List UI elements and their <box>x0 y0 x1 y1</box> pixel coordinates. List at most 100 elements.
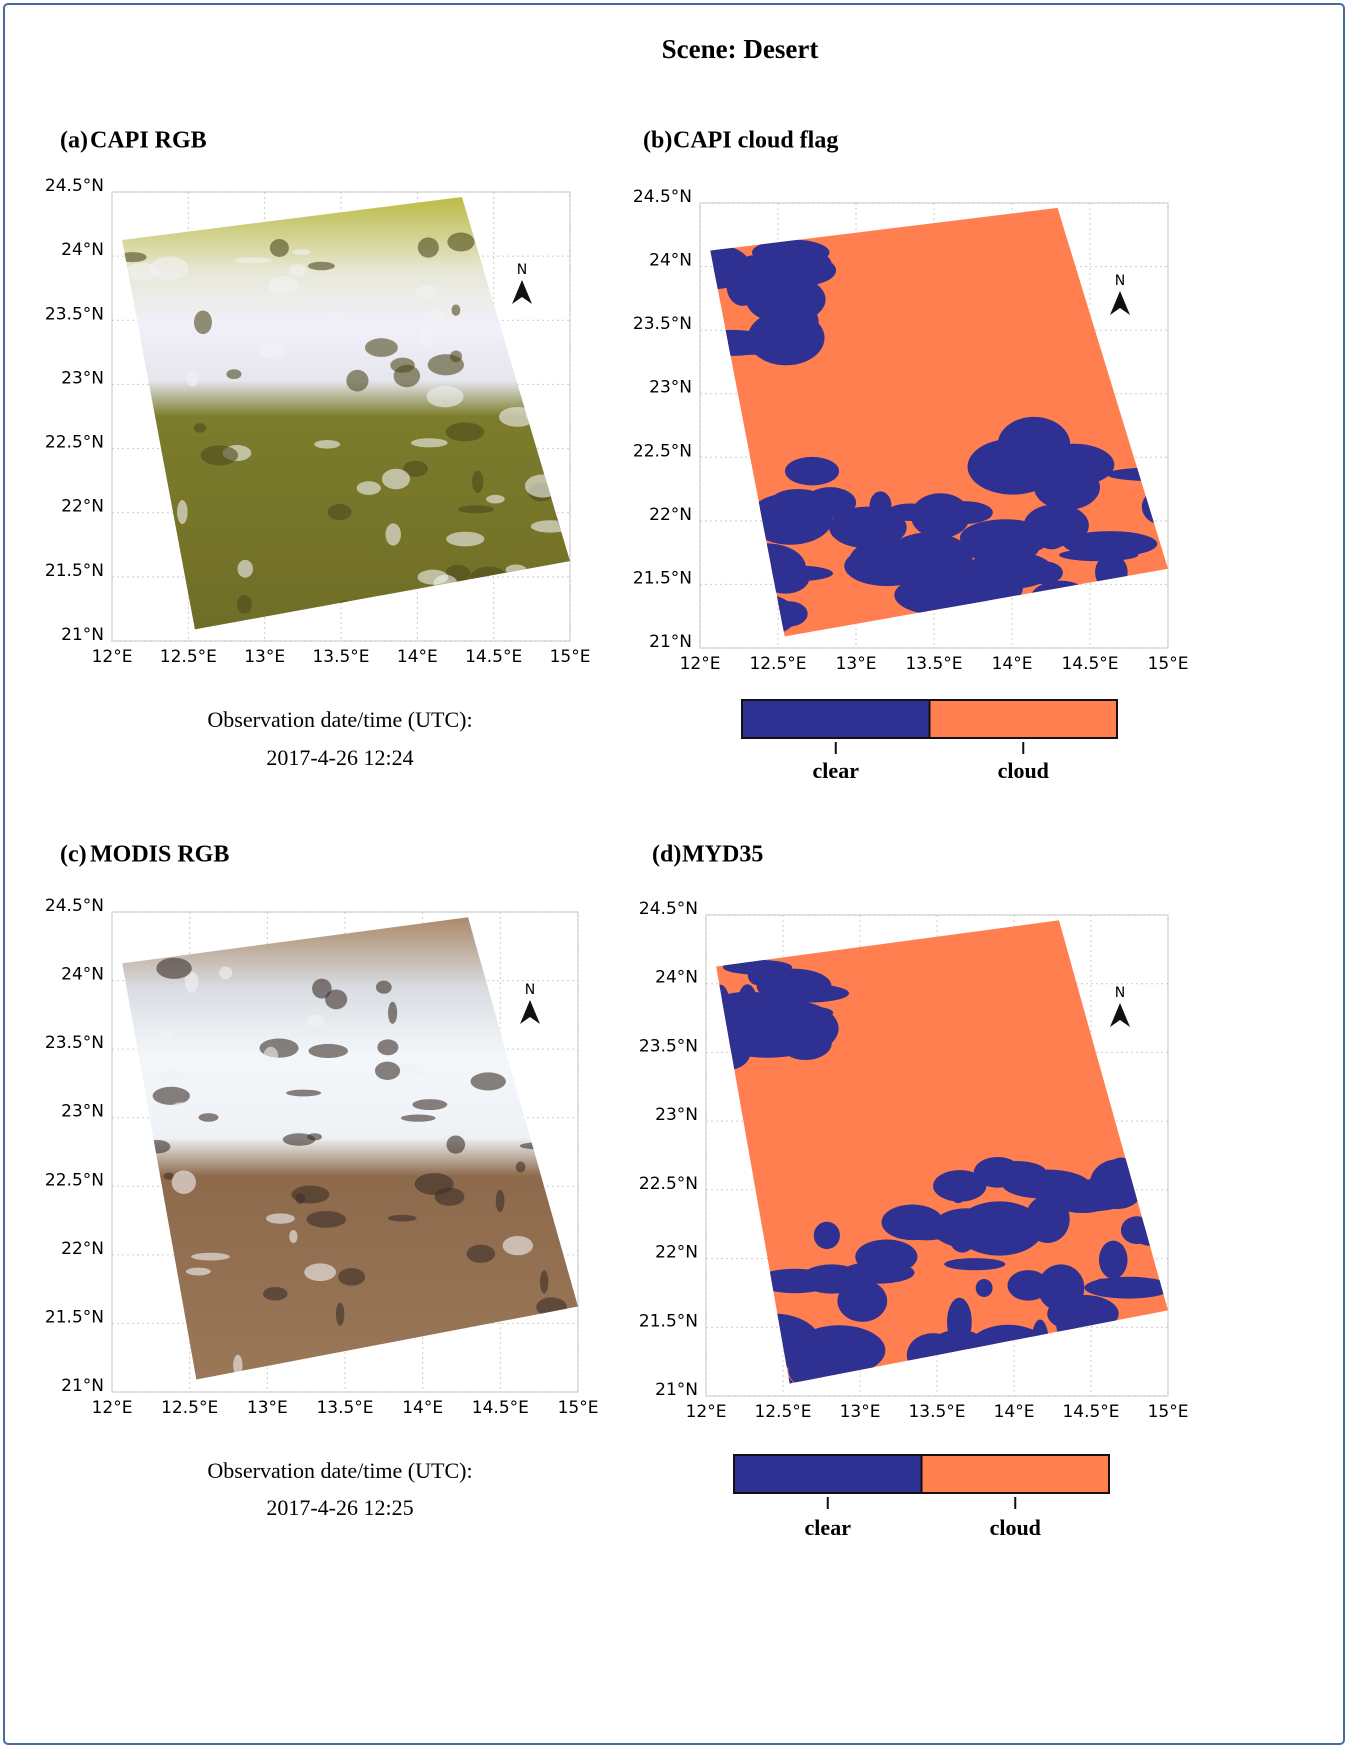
legend-label: cloud <box>998 758 1049 783</box>
texture <box>503 1236 533 1255</box>
clear-patch <box>974 1157 1022 1188</box>
texture <box>328 504 352 520</box>
x-tick-label: 14.5°E <box>1061 654 1118 674</box>
texture <box>194 310 212 334</box>
x-tick-label: 14.5°E <box>1062 1402 1119 1422</box>
y-tick-label: 22°N <box>649 505 692 525</box>
texture <box>357 481 381 495</box>
texture <box>375 1062 400 1080</box>
y-tick-label: 21.5°N <box>45 561 104 581</box>
x-tick-label: 12.5°E <box>161 1398 218 1418</box>
legend-label: clear <box>813 758 860 783</box>
y-tick-label: 22.5°N <box>633 441 692 461</box>
texture <box>226 369 241 379</box>
north-label: N <box>1115 273 1125 289</box>
texture <box>377 1039 398 1055</box>
texture <box>333 311 345 318</box>
texture <box>126 263 157 281</box>
texture <box>446 423 485 442</box>
y-tick-label: 23°N <box>655 1105 698 1125</box>
texture <box>411 438 448 447</box>
texture <box>419 325 435 347</box>
panel-label: (b) <box>643 128 672 154</box>
y-tick-label: 21.5°N <box>45 1307 104 1327</box>
texture <box>266 1213 295 1223</box>
texture <box>199 1113 219 1122</box>
x-tick-label: 14°E <box>994 1402 1035 1422</box>
x-tick-label: 13°E <box>836 654 877 674</box>
texture <box>338 1268 365 1286</box>
clear-patch <box>937 501 993 524</box>
x-tick-label: 15°E <box>1148 1402 1189 1422</box>
texture <box>306 1015 324 1028</box>
y-tick-label: 21°N <box>61 625 104 645</box>
y-tick-label: 21°N <box>61 1376 104 1396</box>
y-tick-label: 23°N <box>61 368 104 388</box>
clear-patch <box>955 1201 1043 1255</box>
legend-swatch <box>742 700 930 738</box>
texture <box>446 532 484 547</box>
caption: 2017-4-26 12:25 <box>266 1495 413 1520</box>
clear-patch <box>944 1258 1005 1270</box>
y-tick-label: 24°N <box>61 240 104 260</box>
x-tick-label: 12.5°E <box>749 654 806 674</box>
x-tick-label: 14°E <box>402 1398 443 1418</box>
y-tick-label: 22°N <box>61 497 104 517</box>
texture <box>308 1044 348 1058</box>
y-tick-label: 22.5°N <box>45 1170 104 1190</box>
y-tick-label: 21°N <box>649 632 692 652</box>
x-tick-label: 13°E <box>840 1402 881 1422</box>
texture <box>312 979 332 999</box>
y-tick-label: 24°N <box>655 968 698 988</box>
texture <box>186 1268 211 1276</box>
texture <box>194 423 206 433</box>
texture <box>153 1087 190 1105</box>
clear-patch <box>949 1172 968 1203</box>
texture <box>289 1230 297 1243</box>
texture <box>308 262 335 270</box>
clear-patch <box>1093 1279 1110 1297</box>
texture <box>388 1215 417 1222</box>
texture <box>450 350 462 362</box>
figure: Scene: Desert (a)CAPI RGB12°E12.5°E13°E1… <box>0 0 1348 1748</box>
texture <box>516 1161 526 1172</box>
texture <box>447 232 474 251</box>
y-tick-label: 24.5°N <box>633 187 692 207</box>
texture <box>356 1116 384 1123</box>
texture <box>170 1102 190 1116</box>
x-tick-label: 12.5°E <box>160 647 217 667</box>
texture <box>388 1002 397 1024</box>
x-tick-label: 15°E <box>550 647 591 667</box>
north-label: N <box>517 262 527 278</box>
texture <box>186 370 198 387</box>
texture <box>365 338 398 357</box>
texture <box>286 1090 321 1097</box>
x-tick-label: 12°E <box>92 647 133 667</box>
texture <box>304 1263 336 1281</box>
texture <box>270 239 289 257</box>
texture <box>177 500 187 524</box>
texture <box>415 1173 454 1195</box>
clear-patch <box>1059 549 1138 561</box>
north-label: N <box>1115 985 1125 1001</box>
texture <box>289 264 306 277</box>
texture <box>486 495 505 504</box>
y-tick-label: 24°N <box>649 251 692 271</box>
texture <box>540 1270 548 1293</box>
panel-title: MODIS RGB <box>90 842 229 868</box>
clear-patch <box>968 439 1058 495</box>
x-tick-label: 13°E <box>244 647 285 667</box>
texture <box>412 1099 447 1110</box>
y-tick-label: 24.5°N <box>45 176 104 196</box>
texture <box>447 1135 466 1153</box>
texture <box>386 523 401 545</box>
texture <box>237 595 252 614</box>
clear-patch <box>814 1222 840 1249</box>
x-tick-label: 14.5°E <box>465 647 522 667</box>
y-tick-label: 23°N <box>649 378 692 398</box>
x-tick-label: 13.5°E <box>312 647 369 667</box>
y-tick-label: 23.5°N <box>633 314 692 334</box>
panel-title: MYD35 <box>682 842 763 868</box>
texture <box>291 1186 329 1204</box>
caption: Observation date/time (UTC): <box>207 1458 472 1483</box>
